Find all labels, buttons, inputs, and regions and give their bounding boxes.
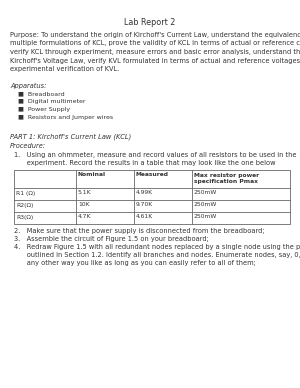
Text: Nominal: Nominal	[78, 173, 106, 177]
Text: 1.   Using an ohmmeter, measure and record values of all resistors to be used in: 1. Using an ohmmeter, measure and record…	[14, 151, 296, 158]
Text: 250mW: 250mW	[194, 191, 217, 196]
Text: R3(Ω): R3(Ω)	[16, 215, 33, 220]
Text: outlined in Section 1.2. Identify all branches and nodes. Enumerate nodes, say, : outlined in Section 1.2. Identify all br…	[14, 253, 300, 258]
Text: ■  Resistors and Jumper wires: ■ Resistors and Jumper wires	[18, 116, 113, 121]
Text: R2(Ω): R2(Ω)	[16, 203, 33, 208]
Text: Lab Report 2: Lab Report 2	[124, 18, 176, 27]
Text: 250mW: 250mW	[194, 203, 217, 208]
Text: 5.1K: 5.1K	[78, 191, 92, 196]
Text: 250mW: 250mW	[194, 215, 217, 220]
Text: any other way you like as long as you can easily refer to all of them;: any other way you like as long as you ca…	[14, 260, 256, 267]
Text: Procedure:: Procedure:	[10, 142, 46, 149]
Text: 9.70K: 9.70K	[136, 203, 153, 208]
Text: multiple formulations of KCL, prove the validity of KCL in terms of actual or re: multiple formulations of KCL, prove the …	[10, 40, 300, 47]
Text: 4.99K: 4.99K	[136, 191, 153, 196]
Text: ■  Digital multimeter: ■ Digital multimeter	[18, 99, 86, 104]
Text: Max resistor power: Max resistor power	[194, 173, 259, 177]
Text: verify KCL through experiment, measure errors and basic error analysis, understa: verify KCL through experiment, measure e…	[10, 49, 300, 55]
Text: experiment. Record the results in a table that may look like the one below: experiment. Record the results in a tabl…	[14, 159, 275, 166]
Text: R1 (Ω): R1 (Ω)	[16, 191, 35, 196]
Text: Kirchoff's Voltage Law, verify KVL formulated in terms of actual and reference v: Kirchoff's Voltage Law, verify KVL formu…	[10, 57, 300, 64]
Text: 4.   Redraw Figure 1.5 with all redundant nodes replaced by a single node using : 4. Redraw Figure 1.5 with all redundant …	[14, 244, 300, 251]
Text: 4.61K: 4.61K	[136, 215, 153, 220]
Text: ■  Breadboard: ■ Breadboard	[18, 92, 64, 97]
Text: Apparatus:: Apparatus:	[10, 83, 46, 88]
Text: 3.   Assemble the circuit of Figure 1.5 on your breadboard;: 3. Assemble the circuit of Figure 1.5 on…	[14, 237, 209, 242]
Bar	[14, 170, 290, 223]
Text: ■  Power Supply: ■ Power Supply	[18, 107, 70, 113]
Text: PART 1: Kirchoff's Current Law (KCL): PART 1: Kirchoff's Current Law (KCL)	[10, 133, 131, 140]
Text: 10K: 10K	[78, 203, 90, 208]
Text: 4.7K: 4.7K	[78, 215, 92, 220]
Text: experimental verification of KVL.: experimental verification of KVL.	[10, 66, 119, 72]
Text: Measured: Measured	[136, 173, 169, 177]
Text: 2.   Make sure that the power supply is disconnected from the breadboard;: 2. Make sure that the power supply is di…	[14, 229, 265, 234]
Text: specification Pmax: specification Pmax	[194, 180, 258, 185]
Text: Purpose: To understand the origin of Kirchoff's Current Law, understand the equi: Purpose: To understand the origin of Kir…	[10, 32, 300, 38]
